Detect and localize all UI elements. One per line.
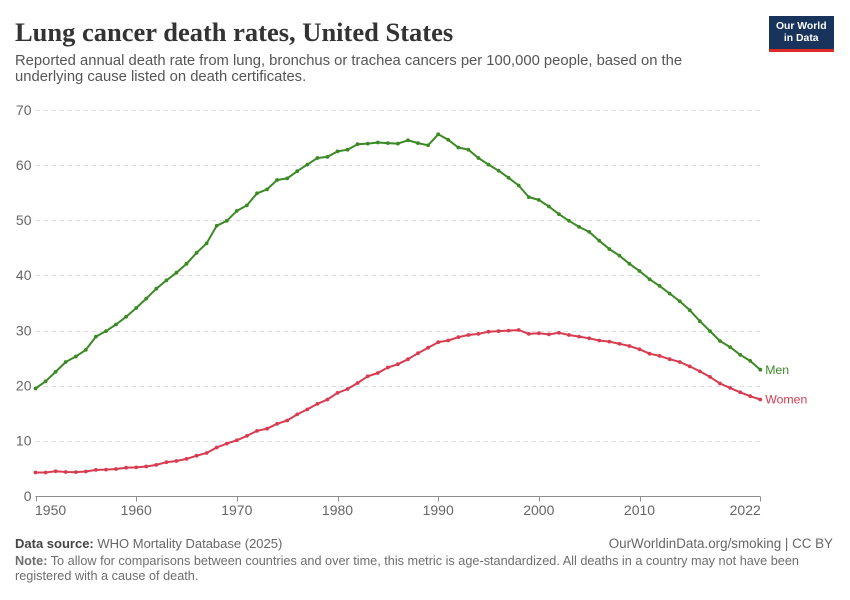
svg-text:1950: 1950: [35, 502, 66, 518]
svg-text:Women: Women: [765, 393, 807, 407]
svg-text:1960: 1960: [121, 502, 152, 518]
svg-text:20: 20: [16, 378, 32, 394]
svg-text:40: 40: [16, 267, 32, 283]
svg-text:30: 30: [16, 322, 32, 338]
svg-text:1990: 1990: [423, 502, 454, 518]
svg-text:70: 70: [16, 102, 32, 118]
svg-text:Men: Men: [765, 363, 789, 377]
svg-text:2010: 2010: [624, 502, 655, 518]
svg-text:1970: 1970: [221, 502, 252, 518]
svg-text:2022: 2022: [730, 502, 761, 518]
svg-text:2000: 2000: [523, 502, 554, 518]
svg-text:1980: 1980: [322, 502, 353, 518]
svg-text:60: 60: [16, 157, 32, 173]
svg-text:50: 50: [16, 212, 32, 228]
svg-text:10: 10: [16, 433, 32, 449]
svg-text:0: 0: [24, 488, 32, 504]
